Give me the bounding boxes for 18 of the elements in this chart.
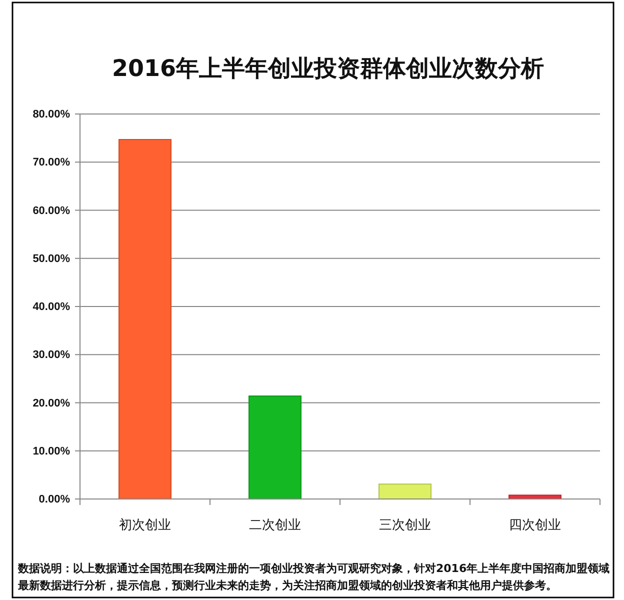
y-tick-label: 70.00%	[32, 156, 70, 169]
y-tick-label: 0.00%	[38, 494, 70, 506]
bar	[378, 484, 432, 500]
y-tick-label: 30.00%	[32, 349, 70, 362]
y-tick-label: 40.00%	[32, 301, 70, 314]
y-tick-label: 10.00%	[32, 445, 70, 458]
x-tick-label: 初次创业	[119, 518, 171, 533]
y-tick-label: 20.00%	[32, 397, 70, 410]
bar	[118, 139, 172, 500]
text: 数据说明：以上数据通过全国范围在我网注册的一项创业投资者为可观研究对象，针对2016年上半年度中国招商加盟领域最新数据进行分析，提示信息，预测行业未来的走势，为关注招商加盟领域的创业投资者和其他用户提供参考。	[17, 562, 610, 592]
bar	[248, 396, 302, 500]
y-tick-label: 60.00%	[32, 204, 70, 217]
y-tick-label: 50.00%	[32, 252, 70, 265]
x-tick-label: 二次创业	[249, 518, 301, 533]
x-tick-label: 四次创业	[509, 518, 561, 533]
x-tick-label: 三次创业	[379, 518, 431, 533]
y-tick-label: 80.00%	[32, 108, 70, 121]
chart-title: 2016年上半年创业投资群体创业次数分析	[112, 56, 544, 82]
